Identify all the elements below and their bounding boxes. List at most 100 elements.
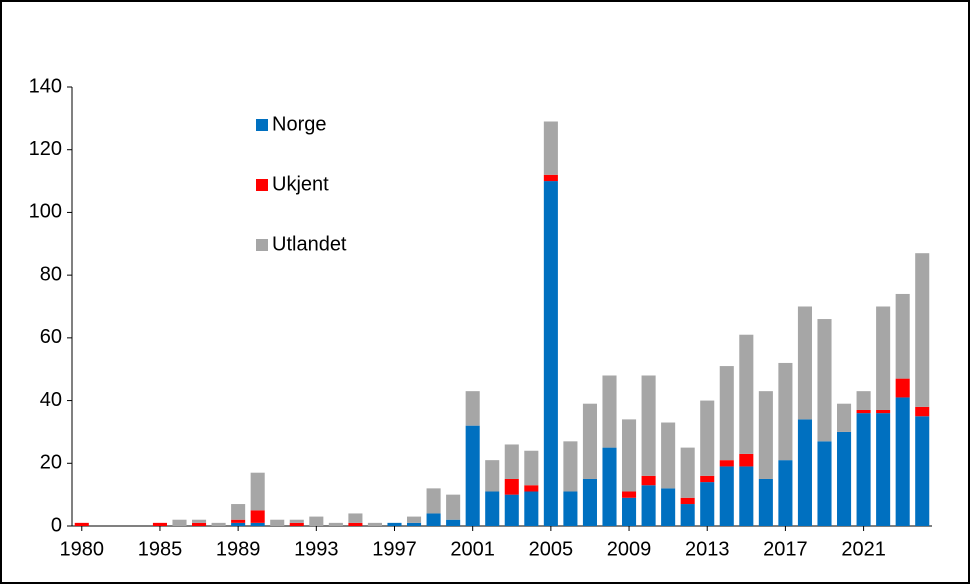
- bar-segment: [915, 406, 930, 417]
- bar-segment: [622, 491, 637, 498]
- bar-segment: [895, 293, 910, 379]
- bar-segment: [426, 513, 441, 526]
- legend-swatch: [256, 119, 268, 131]
- legend-label: Ukjent: [272, 173, 329, 195]
- bar-segment: [348, 513, 363, 523]
- bar-segment: [817, 441, 832, 526]
- bar-segment: [680, 504, 695, 526]
- bar-segment: [348, 522, 363, 526]
- bar-segment: [700, 482, 715, 526]
- bar-segment: [641, 485, 656, 526]
- bar-segment: [876, 306, 891, 410]
- bar-segment: [74, 522, 89, 526]
- legend-label: Utlandet: [272, 233, 347, 255]
- y-tick-label: 0: [51, 514, 62, 536]
- bar-segment: [231, 519, 246, 523]
- bar-segment: [797, 419, 812, 526]
- bar-segment: [309, 516, 324, 526]
- bar-segment: [817, 319, 832, 442]
- x-tick-label: 1997: [372, 538, 417, 560]
- bar-segment: [739, 466, 754, 526]
- x-tick-label: 2005: [529, 538, 574, 560]
- bar-segment: [524, 450, 539, 486]
- bar-segment: [622, 419, 637, 492]
- x-tick-label: 1993: [294, 538, 339, 560]
- y-tick-label: 120: [29, 138, 62, 160]
- bar-segment: [641, 475, 656, 486]
- bar-segment: [602, 447, 617, 526]
- y-tick-label: 140: [29, 75, 62, 97]
- x-tick-label: 2009: [607, 538, 652, 560]
- bar-segment: [152, 522, 167, 526]
- bar-segment: [856, 409, 871, 414]
- y-tick-label: 80: [40, 263, 62, 285]
- bar-segment: [622, 497, 637, 526]
- bar-segment: [661, 488, 676, 526]
- bar-segment: [895, 397, 910, 526]
- bar-segment: [504, 478, 519, 495]
- x-tick-label: 1980: [60, 538, 105, 560]
- bar-segment: [231, 504, 246, 520]
- bar-segment: [270, 519, 285, 526]
- bar-segment: [426, 488, 441, 514]
- bar-segment: [485, 460, 500, 492]
- bar-segment: [289, 519, 304, 523]
- bar-segment: [504, 494, 519, 526]
- x-tick-label: 2013: [685, 538, 730, 560]
- x-tick-label: 2021: [841, 538, 886, 560]
- bar-segment: [250, 472, 265, 511]
- bar-segment: [485, 491, 500, 526]
- bar-segment: [856, 391, 871, 410]
- bar-segment: [524, 491, 539, 526]
- y-tick-label: 100: [29, 201, 62, 223]
- bar-segment: [895, 378, 910, 398]
- bar-segment: [876, 413, 891, 526]
- y-tick-label: 40: [40, 389, 62, 411]
- bar-segment: [700, 400, 715, 476]
- bar-segment: [446, 519, 461, 526]
- bar-segment: [758, 391, 773, 479]
- bar-segment: [661, 422, 676, 489]
- bar-segment: [641, 375, 656, 476]
- bar-segment: [563, 491, 578, 526]
- bar-segment: [797, 306, 812, 420]
- x-tick-label: 1985: [138, 538, 183, 560]
- bar-segment: [837, 403, 852, 432]
- bar-segment: [602, 375, 617, 448]
- legend-label: Norge: [272, 113, 326, 135]
- bar-segment: [837, 431, 852, 526]
- bar-segment: [778, 460, 793, 526]
- bar-segment: [465, 391, 480, 426]
- bar-segment: [680, 497, 695, 505]
- bar-segment: [211, 522, 226, 526]
- bar-segment: [582, 478, 597, 526]
- bar-segment: [739, 453, 754, 467]
- bar-segment: [172, 519, 187, 526]
- bar-segment: [250, 510, 265, 523]
- bar-segment: [524, 485, 539, 492]
- bar-segment: [719, 366, 734, 461]
- x-tick-label: 2017: [763, 538, 808, 560]
- bar-segment: [504, 444, 519, 479]
- bar-segment: [543, 181, 558, 527]
- bar-segment: [680, 447, 695, 498]
- bar-segment: [543, 121, 558, 175]
- bar-segment: [856, 413, 871, 526]
- bar-segment: [465, 425, 480, 526]
- bar-segment: [192, 519, 207, 523]
- y-tick-label: 20: [40, 452, 62, 474]
- bar-segment: [407, 522, 422, 526]
- bar-segment: [367, 522, 382, 526]
- bar-segment: [387, 522, 402, 526]
- x-tick-label: 1989: [216, 538, 261, 560]
- bar-segment: [582, 403, 597, 479]
- bar-segment: [543, 174, 558, 182]
- x-tick-label: 2001: [450, 538, 495, 560]
- bar-segment: [328, 522, 343, 526]
- bar-segment: [250, 522, 265, 526]
- y-tick-label: 60: [40, 326, 62, 348]
- bar-segment: [915, 416, 930, 526]
- bar-segment: [563, 441, 578, 492]
- bar-segment: [719, 466, 734, 526]
